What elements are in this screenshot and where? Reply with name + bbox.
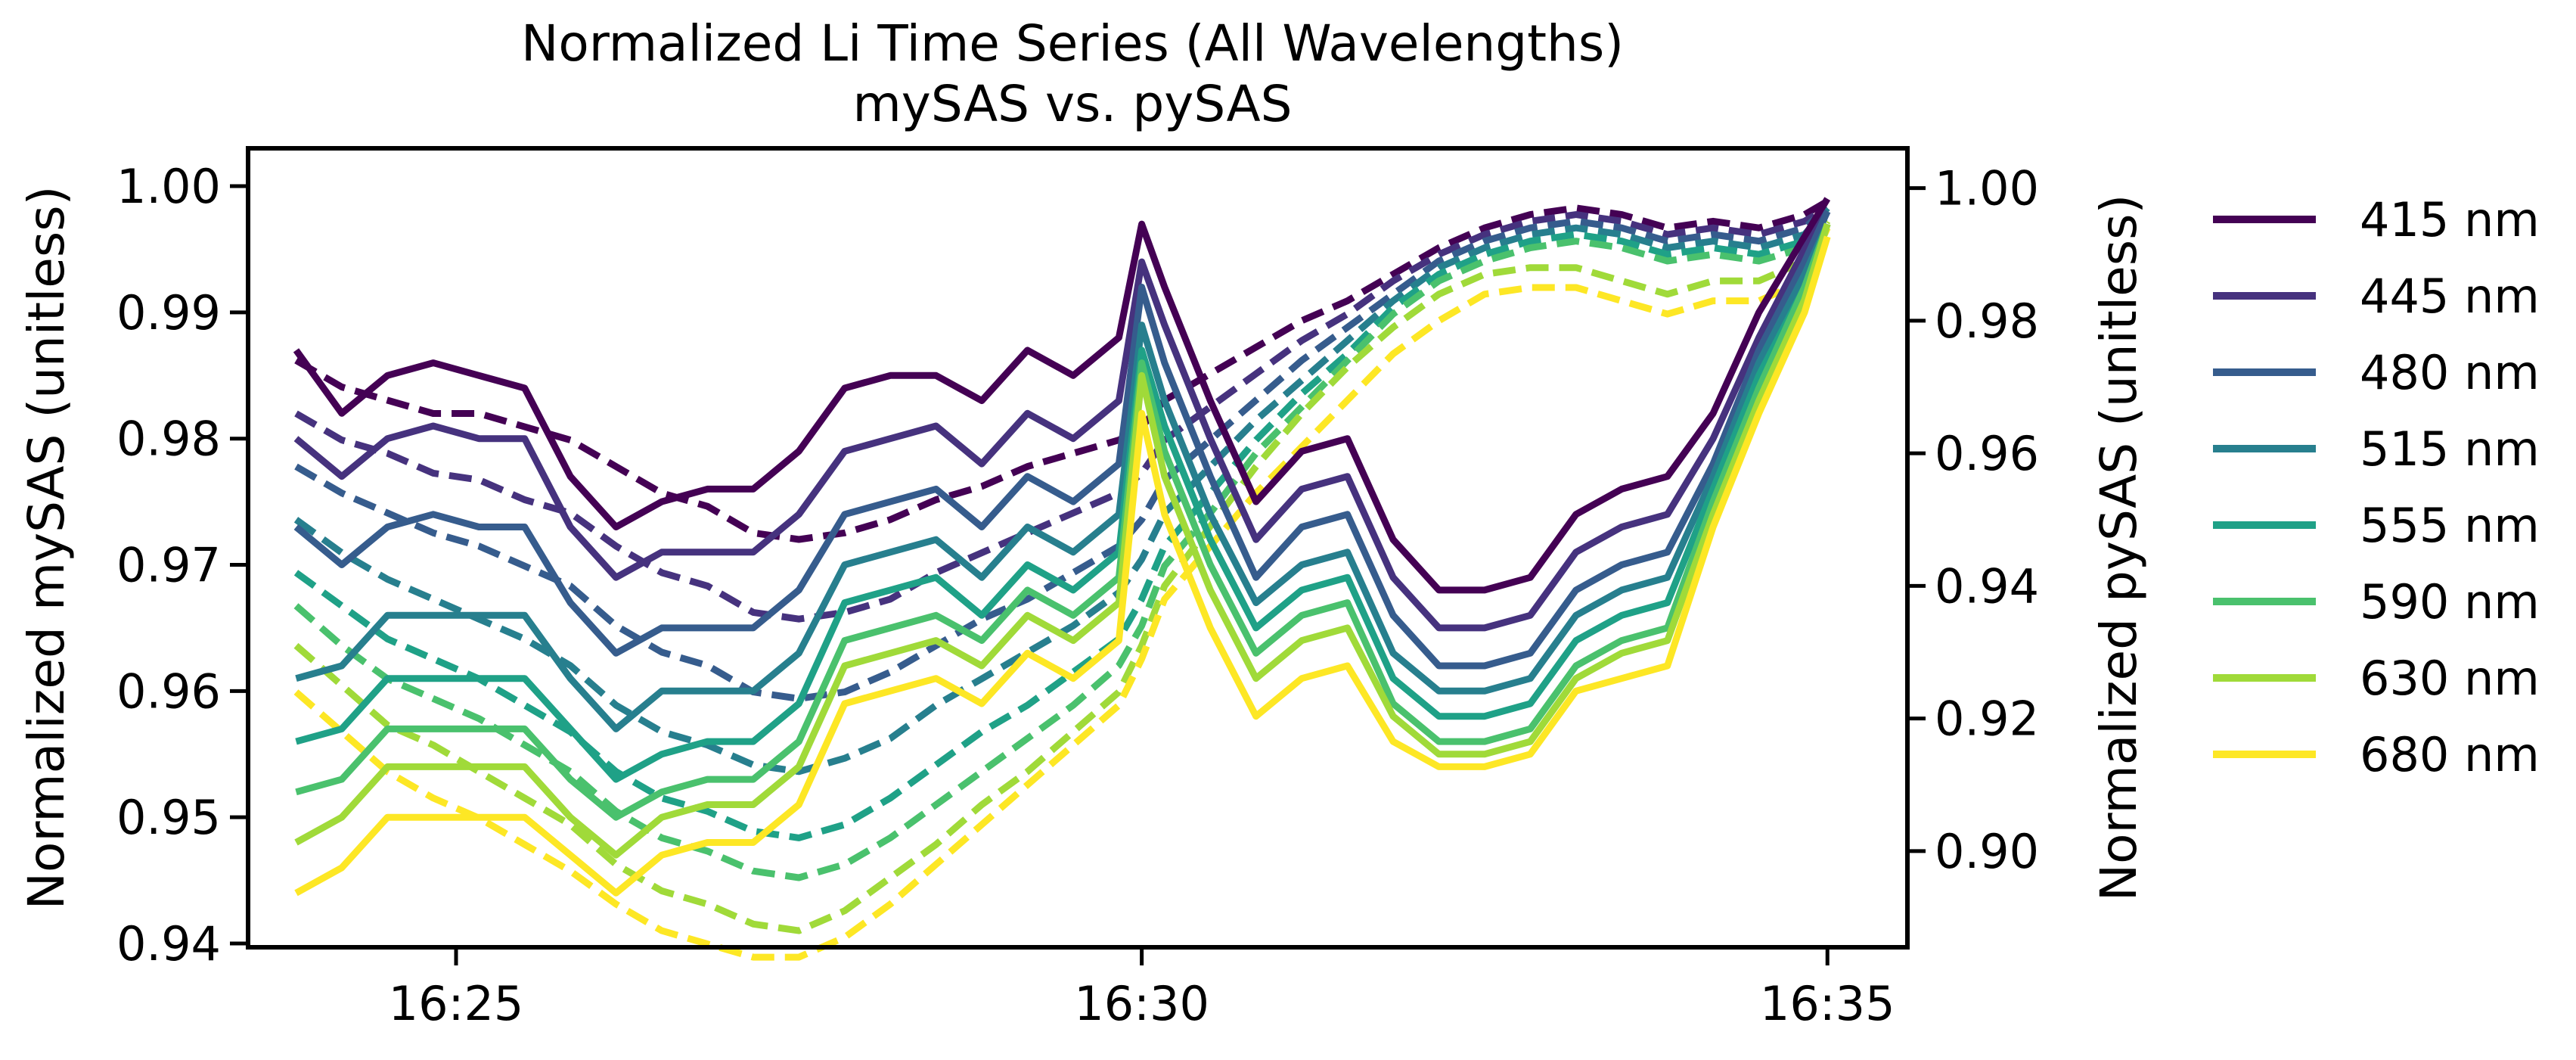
legend-label-4: 555 nm: [2360, 498, 2540, 553]
y-left-tick-label-1: 0.95: [116, 790, 221, 845]
y-left-tick-label-2: 0.96: [116, 664, 221, 719]
series-line-pysas-4: [293, 212, 1830, 841]
chart-subtitle: mySAS vs. pySAS: [852, 75, 1292, 133]
x-tick-label-2: 16:35: [1760, 976, 1895, 1031]
y-right-tick-label-1: 0.92: [1935, 692, 2039, 747]
y-left-tick-label-4: 0.98: [116, 412, 221, 467]
series-line-pysas-2: [294, 205, 1830, 702]
x-tick-label-1: 16:30: [1074, 976, 1209, 1031]
series-line-mysas-1: [293, 210, 1831, 632]
series-line-pysas-0: [294, 198, 1830, 543]
legend-label-3: 515 nm: [2360, 421, 2540, 477]
y-axis-left-label: Normalized mySAS (unitless): [17, 186, 76, 910]
legend-label-2: 480 nm: [2360, 345, 2540, 400]
series-line-mysas-4: [295, 222, 1831, 783]
legend-label-5: 590 nm: [2360, 574, 2540, 629]
y-left-tick-label-6: 1.00: [116, 159, 221, 214]
legend-label-1: 445 nm: [2360, 269, 2540, 324]
x-axis: 16:25 16:30 16:35: [389, 947, 1895, 1031]
legend: 415 nm 445 nm 480 nm 515 nm 555 nm 590 nm 630 …: [2213, 192, 2540, 782]
y-axis-right-label: Normalized pySAS (unitless): [2090, 194, 2148, 901]
chart-title: Normalized Li Time Series (All Wavelengt…: [521, 14, 1624, 73]
x-tick-label-0: 16:25: [389, 976, 524, 1031]
series-line-pysas-7: [293, 226, 1831, 961]
series-line-mysas-2: [293, 210, 1831, 670]
y-right-tick-label-3: 0.96: [1935, 426, 2039, 481]
y-left-tick-label-5: 0.99: [116, 285, 221, 340]
plot-frame: [246, 146, 1910, 950]
y-left-tick-label-3: 0.97: [116, 538, 221, 593]
y-right-tick-label-2: 0.94: [1935, 558, 2039, 614]
legend-label-7: 680 nm: [2360, 727, 2540, 782]
series-line-pysas-6: [293, 219, 1831, 934]
legend-label-6: 630 nm: [2360, 651, 2540, 706]
y-left-tick-label-0: 0.94: [116, 916, 221, 971]
series-line-mysas-5: [295, 222, 1831, 821]
plot-lines: [293, 197, 1831, 961]
series-line-mysas-7: [294, 235, 1831, 897]
y-right-tick-label-0: 0.90: [1935, 824, 2039, 879]
series-line-mysas-6: [294, 222, 1831, 859]
series-line-mysas-3: [295, 222, 1831, 732]
series-line-pysas-1: [294, 205, 1830, 623]
legend-label-0: 415 nm: [2360, 192, 2540, 247]
y-axis-left: 0.94 0.95 0.96 0.97 0.98 0.99 1.00: [116, 159, 248, 971]
y-axis-right: 0.90 0.92 0.94 0.96 0.98 1.00: [1907, 161, 2039, 879]
y-right-tick-label-4: 0.98: [1935, 294, 2039, 349]
series-line-mysas-0: [293, 197, 1831, 594]
series-line-pysas-3: [293, 205, 1830, 776]
y-right-tick-label-5: 1.00: [1935, 161, 2039, 216]
